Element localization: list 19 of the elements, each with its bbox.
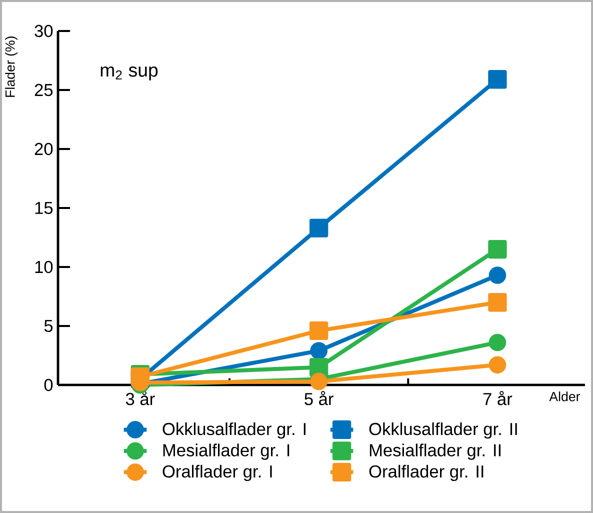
y-tick-label: 15 xyxy=(35,202,53,214)
x-tick-label: 3 år xyxy=(126,391,155,406)
x-tick-label: 7 år xyxy=(483,391,512,406)
y-tick-label: 10 xyxy=(35,260,53,274)
y-tick-label: 30 xyxy=(34,24,53,38)
x-tick-label: 5 år xyxy=(304,391,334,406)
legend-label: Mesialflader gr. II xyxy=(370,444,500,460)
y-tick-label: 0 xyxy=(44,378,53,392)
legend-label: Oralflader gr. I xyxy=(162,464,272,482)
x-axis-title: Alder xyxy=(549,391,580,402)
legend-label: Okklusalflader gr. I xyxy=(162,422,306,439)
y-axis-title: Flader (%) xyxy=(5,36,18,97)
legend-label: Okklusalflader gr. II xyxy=(369,422,517,439)
y-tick-label: 20 xyxy=(34,142,53,156)
y-tick-label: 5 xyxy=(44,320,53,332)
legend-label: Oralflader gr. II xyxy=(369,464,484,482)
legend-label: Mesialflader gr. I xyxy=(163,444,290,460)
annotation: m$_{2}$ sup xyxy=(100,66,158,80)
y-tick-label: 25 xyxy=(34,84,53,96)
